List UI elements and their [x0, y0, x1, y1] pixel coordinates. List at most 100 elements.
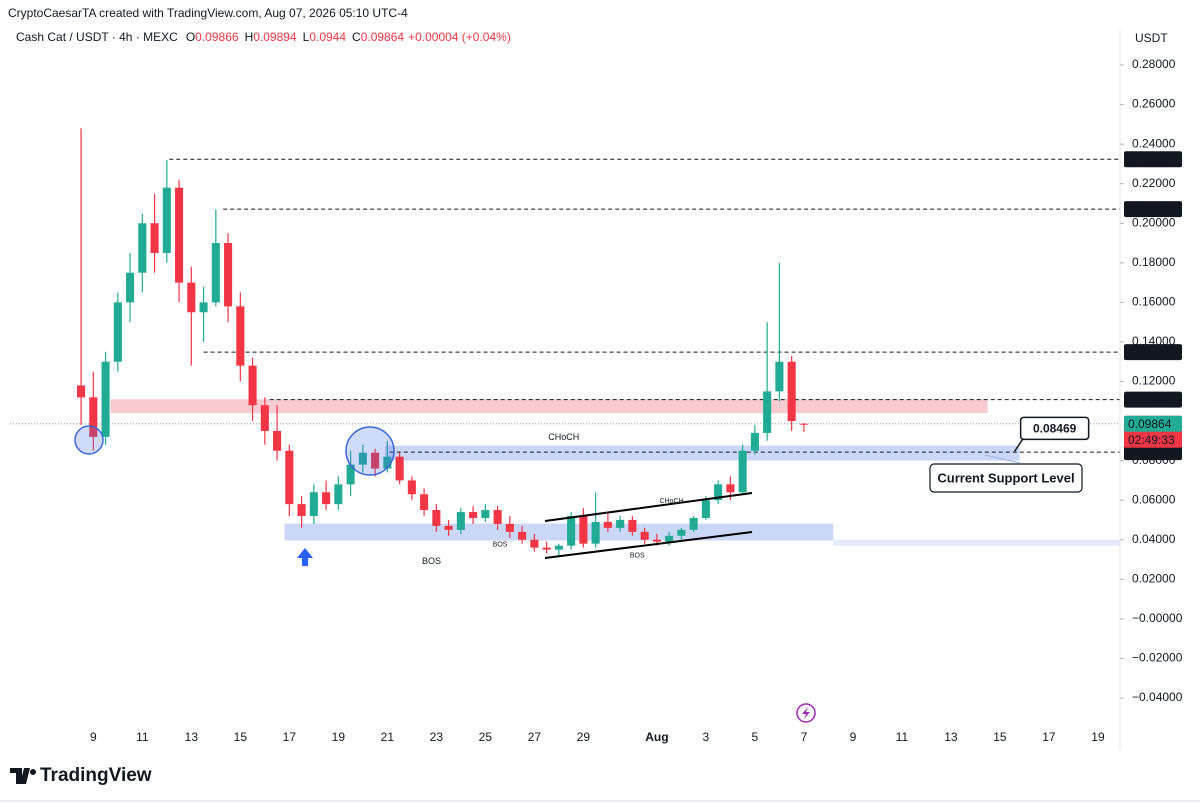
- candle-body: [530, 539, 539, 548]
- candles: [77, 128, 808, 556]
- candle-body: [420, 494, 429, 511]
- x-tick-label: 13: [185, 730, 199, 744]
- annotation: CHoCH: [660, 498, 684, 505]
- ohlc-key: L: [303, 30, 310, 44]
- symbol: Cash Cat / USDT · 4h · MEXC: [16, 30, 178, 44]
- candle-body: [89, 397, 98, 437]
- candle-body: [665, 535, 674, 542]
- x-tick-label: 3: [703, 730, 710, 744]
- candle-body: [469, 512, 478, 518]
- channel-top: [544, 492, 753, 522]
- currency-label: USDT: [1135, 31, 1168, 45]
- y-tick-label: 0.04000: [1132, 532, 1176, 546]
- x-tick-label: 27: [528, 730, 542, 744]
- candle-body: [518, 531, 527, 540]
- support-label: Current Support Level: [937, 470, 1074, 485]
- x-tick-label: 19: [332, 730, 346, 744]
- candle-body: [309, 492, 318, 516]
- candle-body: [101, 361, 110, 437]
- ohlc-value: 0.09864: [361, 30, 405, 44]
- credit: CryptoCaesarTA created with TradingView.…: [8, 6, 408, 20]
- candle-body: [542, 547, 551, 550]
- x-tick-label: 29: [577, 730, 591, 744]
- logo-icon: [10, 768, 30, 784]
- level-label-box: [1124, 391, 1182, 408]
- brand: TradingView: [40, 765, 152, 786]
- x-tick-label: 17: [283, 730, 297, 744]
- ohlc-key: O: [186, 30, 195, 44]
- candle-body: [224, 243, 233, 307]
- candle-body: [322, 492, 331, 505]
- level-label-box: [1124, 444, 1182, 461]
- candle-body: [187, 282, 196, 313]
- support-pointer: [984, 454, 1021, 464]
- x-tick-label: 13: [944, 730, 958, 744]
- channel-bottom: [544, 531, 753, 559]
- y-tick-label: 0.22000: [1132, 176, 1176, 190]
- x-tick-label: 11: [896, 730, 909, 744]
- callout-label: 0.08469: [1033, 422, 1077, 436]
- candle-body: [481, 510, 490, 518]
- candle-body: [150, 223, 159, 253]
- y-tick-label: 0.28000: [1132, 57, 1176, 71]
- x-tick-label: 9: [90, 730, 97, 744]
- candle-body: [371, 452, 380, 469]
- zone: [833, 539, 1120, 546]
- candle-body: [750, 432, 759, 451]
- candle-body: [248, 365, 257, 406]
- candle-body: [383, 456, 392, 469]
- annotation: BOS: [422, 556, 441, 566]
- x-tick-label: 23: [430, 730, 444, 744]
- x-tick-label: 17: [1042, 730, 1056, 744]
- level-label: 0.20716: [1128, 202, 1172, 216]
- candle-body: [677, 529, 686, 536]
- annotation: CHoCH: [548, 432, 579, 442]
- y-tick-label: 0.26000: [1132, 97, 1176, 111]
- candle-body: [456, 512, 465, 530]
- y-tick-label: 0.16000: [1132, 295, 1176, 309]
- level-label-box: [1124, 151, 1182, 168]
- arrow-up: [297, 548, 313, 566]
- candle-body: [126, 272, 135, 303]
- candle-body: [579, 516, 588, 544]
- candle-body: [113, 302, 122, 362]
- candle-body: [554, 545, 563, 550]
- ohlc-key: H: [245, 30, 254, 44]
- candle-body: [628, 519, 637, 532]
- candle-body: [738, 450, 747, 493]
- callout-pointer: [1014, 438, 1024, 452]
- level-label: 0.13483: [1128, 345, 1172, 359]
- x-tick-label: 15: [993, 730, 1007, 744]
- zone: [384, 445, 1020, 461]
- x-tick-label: 5: [752, 730, 759, 744]
- x-tick-label: 19: [1091, 730, 1105, 744]
- candle-body: [444, 525, 453, 530]
- candle-body: [616, 519, 625, 528]
- labels: 0.23238 0.20716 0.13483 0.11081 0.08429 0.098…: [422, 151, 1182, 566]
- candle-body: [591, 521, 600, 544]
- event-icon-bolt: [802, 707, 810, 719]
- logo-dot: [30, 769, 36, 775]
- y-tick-label: −0.00000: [1132, 611, 1183, 625]
- annotation: BOS: [630, 552, 645, 559]
- candle-body: [505, 523, 514, 532]
- x-tick-label: 21: [381, 730, 395, 744]
- candle-body: [358, 452, 367, 465]
- candle-body: [799, 423, 808, 425]
- axes: 0.28000 0.26000 0.24000 0.22000 0.20000 0.180…: [90, 57, 1183, 744]
- y-tick-label: 0.18000: [1132, 255, 1176, 269]
- last-price-box-top: [1124, 415, 1182, 432]
- support-box: [929, 463, 1083, 493]
- candle-body: [603, 521, 612, 528]
- change: +0.00004 (+0.04%): [408, 30, 511, 44]
- x-tick-label: 9: [850, 730, 857, 744]
- candle-body: [162, 187, 171, 253]
- candle-body: [211, 243, 220, 303]
- event-icon: [796, 703, 816, 723]
- level-label: 0.08429: [1128, 445, 1172, 459]
- highlight-circle: [345, 426, 395, 476]
- level-label: 0.11081: [1128, 393, 1171, 407]
- y-tick-label: −0.04000: [1132, 690, 1183, 704]
- callout-box: [1019, 416, 1090, 441]
